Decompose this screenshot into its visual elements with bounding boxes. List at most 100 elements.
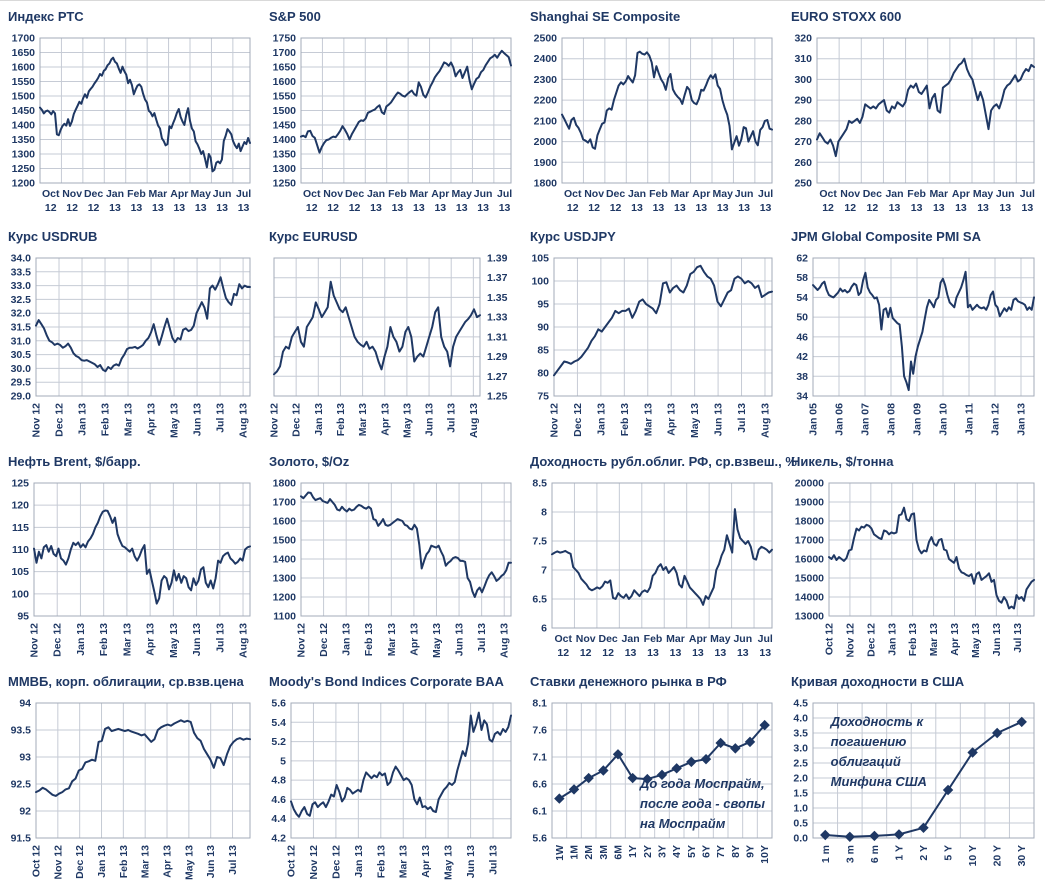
svg-text:Apr 13: Apr 13 [666, 403, 678, 436]
svg-text:Feb 13: Feb 13 [619, 403, 631, 436]
svg-text:12: 12 [580, 647, 592, 659]
svg-text:12: 12 [844, 202, 856, 214]
svg-text:13: 13 [695, 202, 707, 214]
svg-text:1450: 1450 [12, 105, 36, 117]
svg-text:1550: 1550 [12, 76, 36, 88]
svg-text:93.5: 93.5 [11, 725, 32, 737]
svg-text:1W: 1W [554, 845, 566, 861]
svg-text:Aug 13: Aug 13 [468, 403, 480, 438]
svg-text:Oct: Oct [554, 633, 572, 645]
svg-text:13: 13 [370, 202, 382, 214]
svg-text:1200: 1200 [12, 178, 36, 190]
chart-title: Золото, $/Oz [269, 454, 350, 469]
svg-text:погашению: погашению [831, 734, 907, 749]
svg-text:8.1: 8.1 [532, 698, 547, 710]
svg-text:Jul 13: Jul 13 [736, 403, 748, 433]
svg-text:1300: 1300 [273, 163, 297, 175]
svg-text:12: 12 [567, 202, 579, 214]
svg-text:5.6: 5.6 [532, 833, 547, 845]
chart-title: Курс EURUSD [269, 229, 358, 244]
chart-panel-gold: Золото, $/Oz 1100 1200 1300 1400 1500 1600 1700… [261, 446, 522, 666]
svg-text:4.2: 4.2 [271, 833, 286, 845]
svg-text:Jun: Jun [733, 633, 752, 645]
svg-text:1700: 1700 [273, 497, 297, 509]
svg-text:Feb: Feb [127, 188, 146, 200]
svg-text:13: 13 [477, 202, 489, 214]
svg-text:после года - свопы: после года - свопы [640, 796, 765, 811]
svg-text:91.5: 91.5 [11, 833, 32, 845]
svg-text:94: 94 [19, 698, 31, 710]
svg-text:1400: 1400 [273, 134, 297, 146]
svg-text:Oct: Oct [819, 188, 837, 200]
svg-text:13: 13 [717, 202, 729, 214]
svg-text:1500: 1500 [12, 91, 36, 103]
svg-text:270: 270 [794, 136, 812, 148]
svg-text:12: 12 [610, 202, 622, 214]
svg-text:1400: 1400 [12, 120, 36, 132]
svg-text:May 13: May 13 [970, 623, 982, 658]
svg-text:Feb 13: Feb 13 [907, 623, 919, 656]
chart-title: JPM Global Composite PMI SA [791, 229, 981, 244]
svg-text:Dec 12: Dec 12 [74, 845, 86, 879]
svg-text:Jun: Jun [213, 188, 232, 200]
svg-text:1.31: 1.31 [487, 331, 508, 343]
svg-text:5 Y: 5 Y [943, 845, 955, 861]
svg-text:90: 90 [537, 322, 549, 334]
svg-text:95: 95 [17, 611, 29, 623]
svg-text:13: 13 [434, 202, 446, 214]
svg-text:1 Y: 1 Y [893, 845, 905, 861]
svg-text:12: 12 [822, 202, 834, 214]
svg-text:13: 13 [692, 647, 704, 659]
svg-text:Feb: Feb [649, 188, 668, 200]
svg-text:13: 13 [625, 647, 637, 659]
svg-text:1650: 1650 [12, 47, 36, 59]
svg-text:13: 13 [933, 202, 945, 214]
svg-text:Apr: Apr [692, 188, 710, 200]
svg-text:Dec: Dec [598, 633, 617, 645]
svg-text:1.25: 1.25 [487, 391, 508, 403]
svg-text:Feb 13: Feb 13 [98, 623, 110, 656]
svg-text:Jul: Jul [758, 633, 773, 645]
jpm-pmi-chart: 34 38 42 46 50 54 58 62 Jan 05 Jan 06 Jan 07 Jan 08… [783, 251, 1045, 446]
svg-text:15000: 15000 [795, 573, 824, 585]
svg-text:19000: 19000 [795, 497, 824, 509]
svg-text:280: 280 [794, 115, 812, 127]
svg-text:310: 310 [794, 53, 812, 65]
svg-text:92.5: 92.5 [11, 779, 32, 791]
svg-text:50: 50 [796, 312, 808, 324]
svg-text:0.5: 0.5 [793, 818, 808, 830]
svg-text:31.0: 31.0 [11, 335, 32, 347]
svg-text:Feb 13: Feb 13 [363, 623, 375, 656]
svg-text:6 m: 6 m [869, 845, 881, 863]
svg-text:13: 13 [674, 202, 686, 214]
svg-text:42: 42 [796, 351, 808, 363]
chart-panel-stoxx600: EURO STOXX 600 250 260 270 280 290 300 310 320 Oc… [783, 1, 1045, 221]
svg-text:1350: 1350 [273, 149, 297, 161]
svg-text:32.0: 32.0 [11, 308, 32, 320]
svg-text:Jul 13: Jul 13 [215, 403, 227, 433]
svg-text:5.4: 5.4 [271, 717, 286, 729]
chart-title: Курс USDJPY [530, 229, 616, 244]
svg-text:1.33: 1.33 [487, 312, 508, 324]
svg-text:4.0: 4.0 [793, 713, 808, 725]
svg-text:Apr 13: Apr 13 [379, 403, 391, 436]
svg-text:Jun 13: Jun 13 [205, 845, 217, 878]
svg-text:Nov: Nov [323, 188, 343, 200]
svg-text:125: 125 [11, 478, 29, 490]
eurusd-chart: 1.25 1.27 1.29 1.31 1.33 1.35 1.37 1.39 Nov 12 De… [261, 251, 522, 446]
svg-text:Mar 13: Mar 13 [398, 845, 410, 878]
svg-text:14000: 14000 [795, 592, 824, 604]
svg-text:3.5: 3.5 [793, 728, 808, 740]
svg-text:12: 12 [588, 202, 600, 214]
svg-text:2.0: 2.0 [793, 773, 808, 785]
chart-panel-us-yield-curve: Кривая доходности в США 0.0 0.5 1.0 1.5 2.0 2.… [783, 666, 1045, 887]
svg-text:Jan: Jan [885, 188, 903, 200]
svg-text:Dec: Dec [84, 188, 103, 200]
chart-panel-shanghai: Shanghai SE Composite 1800 1900 2000 2100 220… [522, 1, 783, 221]
chart-title: ММВБ, корп. облигации, ср.взв.цена [8, 674, 244, 689]
chart-title: Ставки денежного рынка в РФ [530, 674, 727, 689]
svg-text:Mar: Mar [410, 188, 429, 200]
svg-text:Nov 12: Nov 12 [269, 403, 281, 438]
svg-text:33.0: 33.0 [11, 280, 32, 292]
